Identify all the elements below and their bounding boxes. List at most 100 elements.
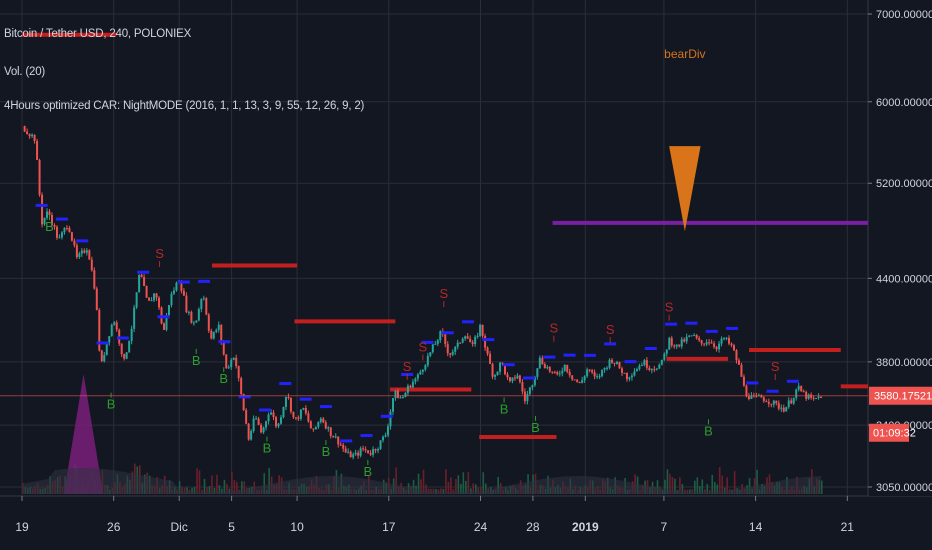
candle-body [511, 377, 514, 382]
candle-body [270, 412, 273, 415]
candle-body [150, 300, 153, 302]
blue-mark [238, 395, 251, 399]
candle-body [185, 295, 188, 313]
candle-body [190, 311, 193, 323]
candle-body [329, 427, 332, 436]
candle-body [429, 352, 432, 356]
time-tick-label: Dic [171, 520, 188, 534]
bear-div-label: bearDiv [664, 47, 705, 61]
price-tick-label: 4400.00000000 [876, 273, 932, 285]
candle-body [693, 335, 696, 337]
sell-signal-icon: S [419, 339, 428, 354]
blue-mark [462, 320, 475, 324]
candle-body [227, 367, 230, 369]
indicator-legend[interactable]: 4Hours optimized CAR: NightMODE (2016, 1… [4, 100, 365, 112]
candle-body [409, 385, 412, 388]
candle-body [110, 324, 113, 337]
candle-body [728, 337, 731, 344]
candle-body [158, 297, 161, 308]
candle-body [690, 335, 693, 337]
candle-body [576, 379, 579, 382]
candle-body [272, 412, 275, 418]
candle-body [267, 414, 270, 422]
candle-body [349, 451, 352, 458]
candle-body [265, 421, 268, 428]
candle-body [334, 436, 337, 438]
time-tick-label: 7 [661, 520, 668, 534]
blue-mark [76, 239, 89, 243]
sell-signal-icon: S [155, 246, 164, 261]
blue-mark [116, 336, 129, 340]
price-tick-label: 3050.00000000 [876, 482, 932, 494]
volume-legend[interactable]: Vol. (20) [4, 66, 46, 78]
volume-bar [467, 472, 470, 494]
volume-bar [213, 487, 216, 494]
candle-body [434, 343, 437, 345]
volume-bar [726, 477, 728, 494]
candle-body [125, 352, 128, 359]
candle-body [785, 407, 788, 412]
candle-body [369, 453, 372, 455]
time-axis[interactable]: 19 26 Dic 5 10 17 24 28 2019 7 14 21 [15, 496, 854, 534]
price-axis[interactable]: 7000.00000000 6000.00000000 5200.00000000 4… [868, 0, 932, 496]
candle-body [347, 451, 350, 453]
candle-body [536, 368, 539, 377]
candle-body [344, 448, 347, 453]
candle-body [50, 215, 53, 226]
candle-body [245, 410, 248, 424]
candle-body [172, 290, 175, 294]
candlestick-series [23, 125, 823, 460]
candle-body [33, 134, 36, 142]
candle-body [802, 391, 805, 393]
candle-body [85, 250, 88, 253]
volume-bar [201, 489, 203, 494]
volume-bar [716, 484, 719, 494]
volume-bar [721, 475, 724, 494]
candle-body [95, 288, 98, 311]
candle-body [543, 364, 546, 369]
candle-body [55, 226, 58, 238]
blue-mark [319, 405, 332, 409]
bear-divergence-marker [669, 146, 701, 232]
candle-body [41, 194, 44, 225]
candle-body [165, 315, 168, 330]
candle-body [528, 387, 531, 395]
candle-body [596, 376, 599, 378]
candle-body [202, 298, 205, 300]
candle-body [88, 250, 91, 260]
candle-body [401, 397, 404, 399]
candle-body [541, 357, 544, 365]
candle-body [100, 350, 103, 362]
candle-body [26, 131, 29, 135]
volume-bar [211, 475, 213, 494]
candle-body [406, 385, 409, 393]
candle-body [98, 310, 101, 351]
candle-body [516, 375, 519, 379]
symbol-legend[interactable]: Bitcoin / Tether USD, 240, POLONIEX [4, 28, 192, 40]
candle-body [454, 346, 457, 352]
candle-body [175, 282, 178, 291]
buy-signal-icon: B [192, 353, 201, 368]
candle-body [143, 277, 146, 287]
candle-body [302, 408, 305, 410]
candle-body [620, 368, 623, 373]
candle-body [436, 340, 439, 344]
volume-bar [470, 488, 472, 494]
candle-body [775, 400, 778, 404]
buy-signal-icon: B [219, 371, 228, 386]
candle-body [695, 335, 698, 339]
candle-body [508, 377, 511, 382]
candle-body [337, 436, 340, 445]
candle-body [220, 324, 223, 342]
candle-body [222, 341, 225, 355]
candle-body [760, 395, 763, 398]
candle-body [83, 250, 86, 253]
volume-bar [474, 484, 477, 494]
candle-body [645, 360, 648, 368]
time-tick-label: 26 [107, 520, 121, 534]
candle-body [650, 369, 653, 371]
candle-body [484, 335, 487, 348]
candle-body [680, 339, 683, 347]
